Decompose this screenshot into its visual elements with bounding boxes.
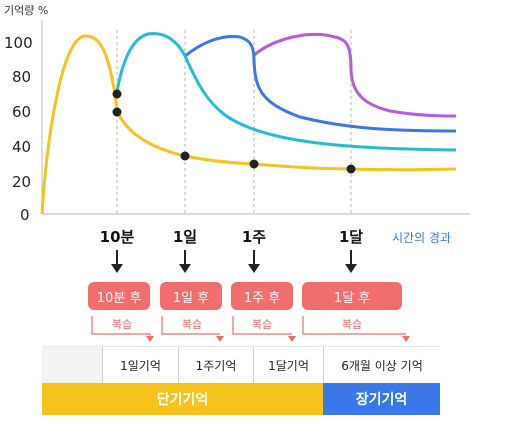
arrow-down-icon [248, 250, 260, 273]
series-review-1day [184, 34, 457, 133]
y-tick-20: 20 [12, 173, 31, 191]
arrow-down-icon [111, 250, 123, 273]
badge-1month: 1달 후 [302, 282, 402, 310]
badge-10min: 10분 후 [88, 282, 150, 310]
time-label-1week: 1주 [242, 228, 266, 246]
badge-1day: 1일 후 [160, 282, 222, 310]
dot-10min-lower [112, 107, 122, 117]
arrow-down-icon [345, 250, 357, 273]
memory-table: 1일기억 1주기억 1달기억 6개월 이상 기억 [42, 346, 440, 383]
arrow-down-icon [146, 334, 410, 342]
y-tick-60: 60 [12, 103, 31, 121]
series-no-review [40, 34, 457, 215]
time-label-10min: 10분 [100, 228, 135, 246]
short-term-bar: 단기기억 [42, 383, 323, 415]
badge-1week: 1주 후 [231, 282, 293, 310]
review-label: 복습 [111, 318, 133, 331]
dot-1day [180, 151, 190, 161]
table-cell: 1주기억 [178, 347, 253, 383]
memory-chart: 기억량 % 100 80 60 40 20 0 시간의 경과 10분 1일 1주… [4, 4, 470, 273]
dot-1week [249, 159, 259, 169]
review-label: 복습 [181, 318, 203, 331]
series-review-1week [253, 33, 457, 118]
y-tick-0: 0 [20, 206, 30, 224]
review-label: 복습 [251, 318, 273, 331]
table-cell-empty [42, 347, 102, 383]
table-cell: 6개월 이상 기억 [323, 347, 440, 383]
dot-1month [346, 164, 356, 174]
dot-10min-upper [112, 89, 122, 99]
time-label-1day: 1일 [173, 228, 197, 246]
review-label: 복습 [341, 318, 363, 331]
time-label-1month: 1달 [339, 228, 363, 246]
series-review-10min [115, 32, 457, 152]
y-tick-100: 100 [4, 34, 33, 52]
x-axis-label: 시간의 경과 [392, 231, 451, 245]
arrow-down-icon [179, 250, 191, 273]
long-term-bar: 장기기억 [323, 383, 440, 415]
review-brackets [91, 316, 410, 342]
y-tick-80: 80 [12, 68, 31, 86]
y-tick-40: 40 [12, 138, 31, 156]
table-cell: 1일기억 [102, 347, 178, 383]
y-axis-label: 기억량 % [4, 4, 48, 17]
table-cell: 1달기억 [253, 347, 323, 383]
